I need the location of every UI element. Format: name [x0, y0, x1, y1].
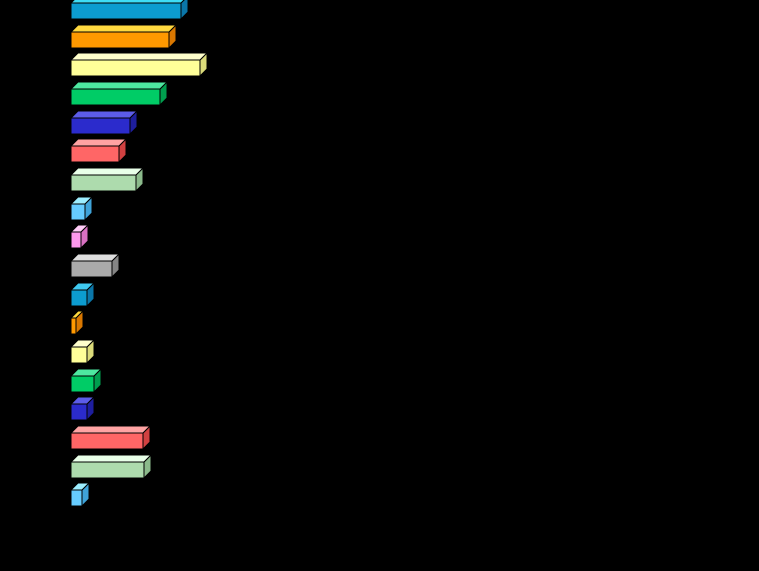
bar-10[interactable] — [69, 252, 121, 279]
bar-17-front-face — [70, 461, 145, 479]
bar-9-front-face — [70, 231, 82, 249]
bar-8-front-face — [70, 203, 86, 221]
bar-17-top-face — [69, 454, 153, 463]
bar-2[interactable] — [69, 23, 178, 50]
bar-5[interactable] — [69, 109, 139, 136]
bar-14-front-face — [70, 375, 95, 393]
bar-10-top-face — [69, 253, 121, 262]
bar-1-front-face — [70, 2, 182, 20]
bar-16[interactable] — [69, 424, 152, 451]
bar-7-top-face — [69, 167, 145, 176]
bar-7-front-face — [70, 174, 137, 192]
bar-6[interactable] — [69, 137, 128, 164]
bar-2-top-face — [69, 24, 178, 33]
bar-4[interactable] — [69, 80, 169, 107]
bar-15[interactable] — [69, 395, 96, 422]
bar-14[interactable] — [69, 367, 103, 394]
bar-1-side-face — [180, 0, 189, 21]
bar-1[interactable] — [69, 0, 190, 21]
bar-11-front-face — [70, 289, 88, 307]
bar-4-front-face — [70, 88, 161, 106]
bar-5-top-face — [69, 110, 139, 119]
bar-12[interactable] — [69, 309, 85, 336]
bar-3-front-face — [70, 59, 201, 77]
bar-13[interactable] — [69, 338, 96, 365]
bar-10-front-face — [70, 260, 113, 278]
bar-15-front-face — [70, 403, 88, 421]
bar-4-top-face — [69, 81, 169, 90]
bar-17[interactable] — [69, 453, 153, 480]
bar-3-top-face — [69, 52, 209, 61]
bar-7[interactable] — [69, 166, 145, 193]
bar-2-front-face — [70, 31, 170, 49]
bar-18-front-face — [70, 489, 83, 507]
bar-16-top-face — [69, 425, 152, 434]
bar-5-front-face — [70, 117, 131, 135]
bar-9[interactable] — [69, 223, 90, 250]
bar-16-front-face — [70, 432, 144, 450]
bar-8[interactable] — [69, 195, 94, 222]
bar-6-front-face — [70, 145, 120, 163]
bar-18[interactable] — [69, 481, 91, 508]
bar-13-front-face — [70, 346, 88, 364]
bar-12-front-face — [70, 317, 77, 335]
bar-11[interactable] — [69, 281, 96, 308]
bar-3[interactable] — [69, 51, 209, 78]
bar-6-top-face — [69, 138, 128, 147]
